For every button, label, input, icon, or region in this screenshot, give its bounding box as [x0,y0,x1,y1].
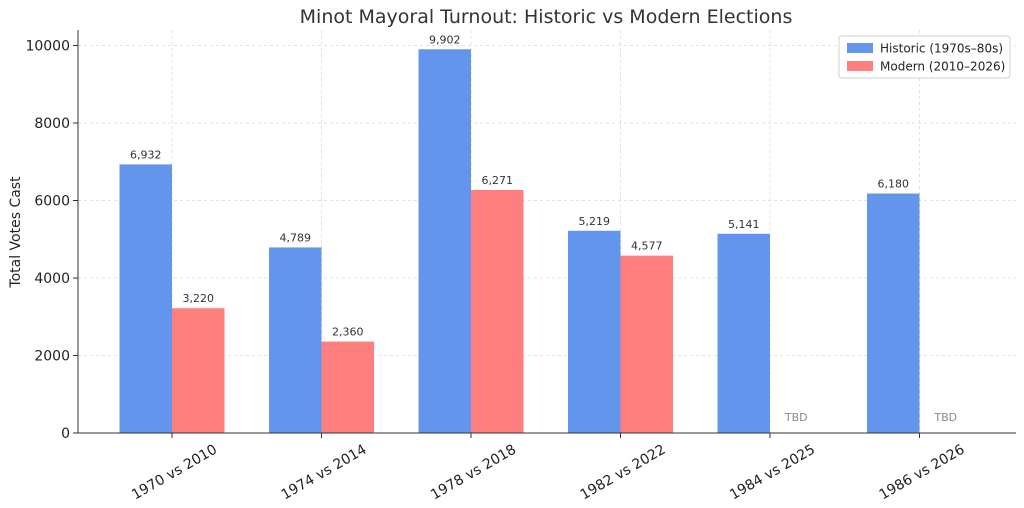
x-tick-label: 1982 vs 2022 [578,442,669,504]
grid [78,30,1016,434]
legend-swatch [847,61,873,71]
chart-title: Minot Mayoral Turnout: Historic vs Moder… [300,6,793,28]
bar [471,189,524,433]
legend-box [838,35,1011,79]
y-tick-label: 10000 [25,39,70,55]
legend-swatch [847,43,873,53]
bar [620,255,673,433]
bar-value-label: 6,271 [482,174,514,187]
bar [867,193,920,433]
y-tick-label: 8000 [34,116,70,132]
x-tick-label: 1970 vs 2010 [129,442,220,504]
bar [717,233,770,433]
x-tick-label: 1986 vs 2026 [877,442,968,504]
bars [119,49,920,434]
y-tick-label: 4000 [34,271,70,287]
x-tick-label: 1974 vs 2014 [279,442,370,504]
bar-value-label: TBD [784,411,808,424]
bar-value-label: 6,180 [878,178,910,191]
bar-value-label: 5,219 [579,215,611,228]
bar [119,164,172,433]
legend-label: Historic (1970s–80s) [880,42,1003,56]
bar [321,341,374,433]
bar-value-label: 6,932 [130,148,162,161]
x-tick-label: 1978 vs 2018 [428,442,519,504]
bar [172,308,225,433]
bar-value-label: 2,360 [332,326,364,339]
y-tick-label: 6000 [34,194,70,210]
x-tick-label: 1984 vs 2025 [727,442,818,504]
bar [269,247,322,433]
bar-value-label: 3,220 [183,292,215,305]
y-tick-label: 0 [61,426,70,442]
bar-value-label: 4,789 [280,231,312,244]
bar-value-label: 9,902 [429,33,461,46]
y-tick-label: 2000 [34,349,70,365]
bar [568,230,621,433]
legend: Historic (1970s–80s) Modern (2010–2026) [838,35,1011,79]
bar-value-label: 5,141 [728,218,760,231]
y-axis-label: Total Votes Cast [8,176,24,289]
legend-label: Modern (2010–2026) [880,60,1005,74]
bar-value-label: TBD [933,411,957,424]
bar-value-label: 4,577 [631,240,663,253]
bar [418,49,471,434]
bar-value-labels: 6,932 4,789 9,902 5,219 5,141 6,180 3,220 2,360… [130,33,957,424]
